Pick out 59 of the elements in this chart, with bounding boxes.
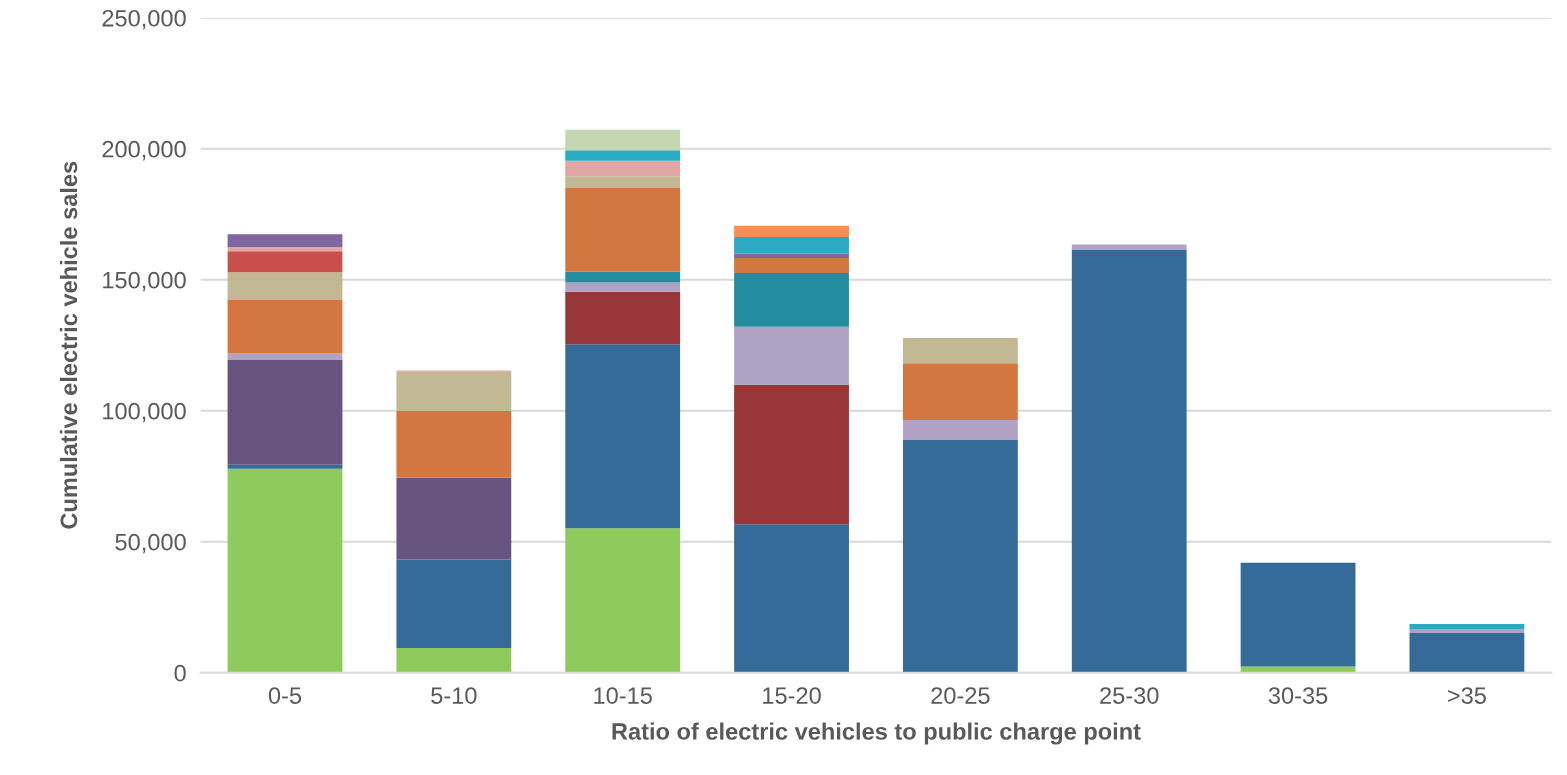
bar <box>1240 666 1356 673</box>
bar <box>1071 249 1187 673</box>
bar <box>734 384 849 525</box>
x-tick-label: 0-5 <box>268 687 302 704</box>
bar <box>565 271 681 283</box>
x-axis-title: Ratio of electric vehicles to public charge point <box>612 722 1141 745</box>
bar <box>227 464 343 469</box>
bar <box>227 251 343 273</box>
bar <box>396 411 512 478</box>
x-tick-label: >35 <box>1448 687 1486 704</box>
bar <box>734 326 849 385</box>
bar <box>396 477 512 560</box>
bar <box>902 363 1018 420</box>
bar <box>565 188 681 272</box>
bar <box>565 291 681 345</box>
bar <box>902 440 1018 673</box>
bar <box>565 528 681 673</box>
bar <box>227 353 343 360</box>
x-tick-label: 5-10 <box>431 687 477 704</box>
y-axis-title: Cumulative electric vehicle sales <box>59 161 78 529</box>
bar <box>1409 623 1525 629</box>
bar <box>227 247 343 252</box>
bar <box>734 272 849 327</box>
bar <box>227 299 343 354</box>
y-tick-label: 250,000 <box>102 9 186 30</box>
x-tick-label: 20-25 <box>931 687 990 704</box>
bar <box>227 272 343 300</box>
bar <box>565 150 681 161</box>
bar <box>396 648 512 673</box>
x-tick-label: 15-20 <box>763 687 821 704</box>
bar <box>1409 628 1525 633</box>
y-tick-label: 100,000 <box>103 402 186 423</box>
bar <box>565 344 681 529</box>
x-tick-label: 30-35 <box>1268 687 1328 704</box>
bar <box>227 468 343 673</box>
bar <box>565 160 681 177</box>
bar <box>565 176 681 189</box>
bar <box>734 258 849 273</box>
x-tick-label: 25-30 <box>1100 687 1159 704</box>
bar <box>1409 632 1525 673</box>
y-tick-label: 50,000 <box>115 533 186 554</box>
bar <box>734 524 849 673</box>
y-tick-label: 200,000 <box>102 140 186 161</box>
bar <box>396 371 512 412</box>
bar <box>1071 244 1187 250</box>
bar <box>227 234 343 248</box>
bar <box>396 559 512 649</box>
y-tick-label: 150,000 <box>103 271 186 292</box>
bar <box>734 225 849 238</box>
bar <box>565 282 681 292</box>
bar <box>1240 562 1356 667</box>
bar <box>902 419 1018 441</box>
bar <box>227 359 343 465</box>
x-tick-label: 10-15 <box>594 687 652 704</box>
bar <box>565 129 681 151</box>
y-tick-label: 0 <box>174 664 186 682</box>
bar <box>734 237 849 254</box>
bar <box>902 337 1018 364</box>
bar <box>734 253 849 259</box>
